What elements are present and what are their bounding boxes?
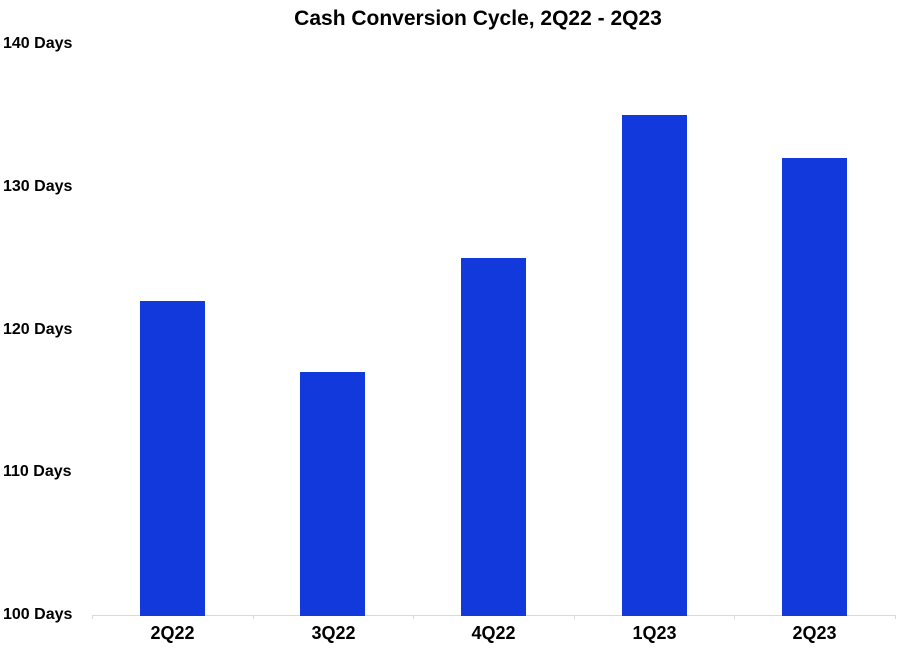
y-tick-label: 100 Days — [3, 606, 73, 623]
bar-3Q22 — [300, 372, 365, 616]
y-tick-label: 110 Days — [3, 463, 72, 481]
bar-2Q22 — [140, 301, 205, 616]
x-axis-tick — [895, 615, 896, 619]
x-tick-label: 1Q23 — [632, 623, 677, 643]
x-tick-label: 2Q23 — [792, 623, 837, 643]
x-axis-tick — [413, 615, 414, 619]
bar-1Q23 — [622, 115, 687, 616]
y-tick-label: 120 Days — [3, 320, 73, 338]
y-tick-label: 140 Days — [3, 35, 73, 52]
x-axis-tick — [734, 615, 735, 619]
chart-title: Cash Conversion Cycle, 2Q22 - 2Q23 — [294, 7, 662, 30]
x-tick-label: 4Q22 — [471, 623, 516, 643]
x-axis-tick — [253, 615, 254, 619]
x-tick-label: 3Q22 — [311, 623, 356, 643]
y-tick-label: 130 Days — [3, 177, 73, 195]
x-axis-tick — [92, 615, 93, 619]
x-tick-label: 2Q22 — [150, 623, 195, 643]
bar-2Q23 — [782, 158, 847, 616]
bar-4Q22 — [461, 258, 526, 616]
x-axis-tick — [574, 615, 575, 619]
